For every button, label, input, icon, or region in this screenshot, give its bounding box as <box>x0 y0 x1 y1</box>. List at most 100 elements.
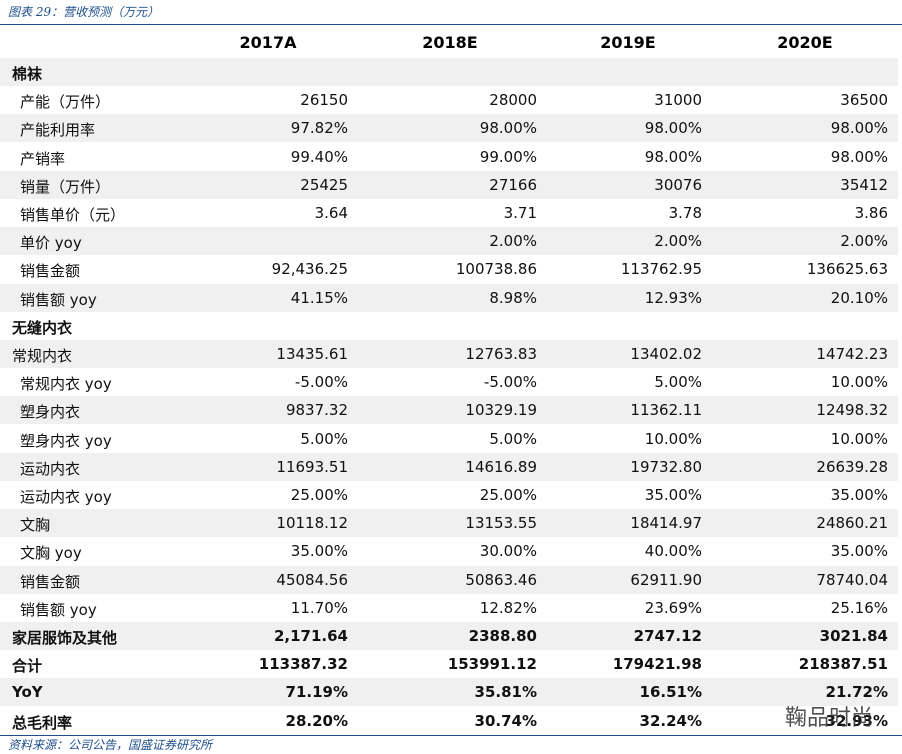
table-row: 销售金额 92,436.25 100738.86 113762.95 136625.63 <box>0 255 898 284</box>
table-row: 产能（万件） 26150 28000 31000 36500 <box>0 86 898 115</box>
cell-value: 30.74% <box>474 711 537 730</box>
cell-value: 99.40% <box>290 147 348 166</box>
row-label: 文胸 <box>20 516 51 535</box>
cell-value: 25425 <box>300 175 348 194</box>
cell-value: 98.00% <box>830 147 888 166</box>
row-label: 塑身内衣 <box>20 403 81 422</box>
cell-value: 10.00% <box>830 373 888 392</box>
cell-value: 78740.04 <box>816 570 888 589</box>
row-label: 销售额 yoy <box>20 290 97 309</box>
cell-value: 3.71 <box>503 204 537 222</box>
row-label: 销售金额 <box>20 572 81 591</box>
cell-value: 2.00% <box>489 232 537 251</box>
cell-value: 100738.86 <box>455 260 537 279</box>
cell-value: -5.00% <box>483 373 537 392</box>
row-label: 销售额 yoy <box>20 600 97 619</box>
cell-value: 5.00% <box>654 373 702 392</box>
row-label: 单价 yoy <box>20 234 82 253</box>
cell-value: 31000 <box>654 91 702 110</box>
cell-value: 113387.32 <box>258 655 348 674</box>
cell-value: 24860.21 <box>816 514 888 533</box>
cell-value: 12.82% <box>479 598 537 617</box>
table-row: 塑身内衣 9837.32 10329.19 11362.11 12498.32 <box>0 396 898 425</box>
cell-value: 98.00% <box>830 119 888 138</box>
table-row: 常规内衣 yoy -5.00% -5.00% 5.00% 10.00% <box>0 368 898 397</box>
cell-value: 18414.97 <box>630 514 702 533</box>
row-label: 销量（万件） <box>20 177 111 196</box>
column-header: 2017A <box>239 33 297 52</box>
cell-value: 16.51% <box>639 683 702 702</box>
cell-value: 10.00% <box>644 429 702 448</box>
cell-value: 21.72% <box>825 683 888 702</box>
cell-value: 35.00% <box>290 542 348 561</box>
row-label: 家居服饰及其他 <box>12 629 118 647</box>
cell-value: 20.10% <box>830 288 888 307</box>
table-row: 合计 113387.32 153991.12 179421.98 218387.51 <box>0 650 898 679</box>
cell-value: 50863.46 <box>465 570 537 589</box>
cell-value: 3.64 <box>314 204 348 222</box>
cell-value: 25.00% <box>290 486 348 504</box>
cell-value: 12498.32 <box>816 401 888 420</box>
title: 图表 29：营收预测（万元） <box>8 5 160 19</box>
source: 资料来源：公司公告，国盛证券研究所 <box>8 738 213 752</box>
cell-value: 10118.12 <box>276 514 348 533</box>
table-row: 运动内衣 11693.51 14616.89 19732.80 26639.28 <box>0 452 898 481</box>
cell-value: 98.00% <box>479 119 537 138</box>
row-label: 文胸 yoy <box>20 544 82 563</box>
row-label: 运动内衣 yoy <box>20 488 112 506</box>
cell-value: 35.00% <box>830 486 888 504</box>
cell-value: 218387.51 <box>798 655 888 674</box>
cell-value: 3.78 <box>668 204 702 222</box>
cell-value: 71.19% <box>285 683 348 702</box>
table-row: 产销率 99.40% 99.00% 98.00% 98.00% <box>0 142 898 171</box>
cell-value: 2388.80 <box>468 627 537 645</box>
cell-value: 2.00% <box>840 232 888 251</box>
table-row: 销售额 yoy 11.70% 12.82% 23.69% 25.16% <box>0 593 898 622</box>
cell-value: 26639.28 <box>816 457 888 476</box>
table-row: 总毛利率 28.20% 30.74% 32.24% 32.93% <box>0 706 898 735</box>
cell-value: 98.00% <box>644 119 702 138</box>
cell-value: 35412 <box>840 175 888 194</box>
cell-value: 27166 <box>489 175 537 194</box>
row-label: 常规内衣 <box>12 347 73 365</box>
cell-value: 5.00% <box>489 429 537 448</box>
cell-value: 99.00% <box>479 147 537 166</box>
cell-value: 113762.95 <box>620 260 702 279</box>
cell-value: 10329.19 <box>465 401 537 420</box>
row-label: 棉袜 <box>12 65 43 83</box>
cell-value: 98.00% <box>644 147 702 166</box>
cell-value: 23.69% <box>644 598 702 617</box>
cell-value: 3.86 <box>854 204 888 222</box>
cell-value: 136625.63 <box>806 260 888 279</box>
cell-value: 10.00% <box>830 429 888 448</box>
table-row: 无缝内衣 <box>0 311 898 340</box>
table-row: 单价 yoy 2.00% 2.00% 2.00% <box>0 227 898 256</box>
cell-value: 3021.84 <box>819 627 888 645</box>
table-row: 文胸 yoy 35.00% 30.00% 40.00% 35.00% <box>0 537 898 566</box>
cell-value: 26150 <box>300 91 348 110</box>
cell-value: 13153.55 <box>465 514 537 533</box>
table-row: 销售额 yoy 41.15% 8.98% 12.93% 20.10% <box>0 283 898 312</box>
cell-value: 25.16% <box>830 598 888 617</box>
cell-value: 12763.83 <box>465 345 537 363</box>
table-row: 销售金额 45084.56 50863.46 62911.90 78740.04 <box>0 565 898 594</box>
row-label: 销售金额 <box>20 262 81 281</box>
row-label: 塑身内衣 yoy <box>20 431 112 450</box>
cell-value: 40.00% <box>644 542 702 561</box>
cell-value: 41.15% <box>290 288 348 307</box>
cell-value: 2,171.64 <box>273 627 348 645</box>
table-row: YoY 71.19% 35.81% 16.51% 21.72% <box>0 678 898 707</box>
cell-value: 25.00% <box>479 486 537 504</box>
cell-value: 11362.11 <box>630 401 702 420</box>
row-label: 常规内衣 yoy <box>20 375 112 394</box>
row-label: 合计 <box>12 657 43 676</box>
row-label: 产销率 <box>20 149 66 168</box>
cell-value: 35.00% <box>644 486 702 504</box>
cell-value: 97.82% <box>290 119 348 138</box>
table-row: 运动内衣 yoy 25.00% 25.00% 35.00% 35.00% <box>0 481 898 509</box>
row-label: 运动内衣 <box>20 459 81 478</box>
table-row: 塑身内衣 yoy 5.00% 5.00% 10.00% 10.00% <box>0 424 898 453</box>
cell-value: 30076 <box>654 175 702 194</box>
cell-value: 5.00% <box>300 429 348 448</box>
